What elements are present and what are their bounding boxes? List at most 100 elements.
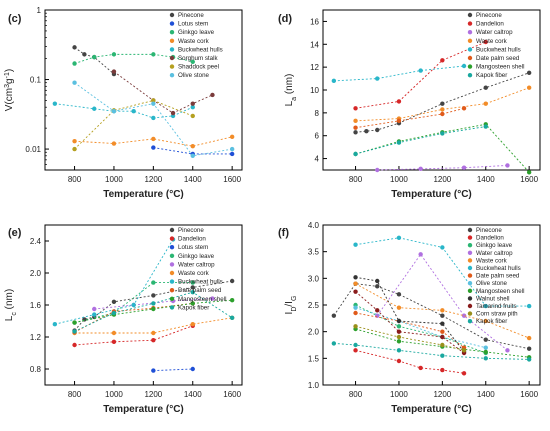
data-point — [151, 101, 156, 106]
legend-entry: Water caltrop — [476, 250, 513, 257]
series-dandelion — [353, 39, 488, 111]
data-point — [111, 310, 117, 316]
legend-marker — [169, 21, 175, 26]
data-point — [440, 131, 445, 136]
data-point — [396, 235, 402, 240]
legend-entry: Mangosteen shell — [476, 288, 525, 295]
data-point — [151, 338, 156, 343]
data-point — [151, 301, 156, 306]
data-point — [483, 349, 488, 355]
data-point — [396, 318, 402, 324]
data-point — [483, 303, 488, 309]
y-tick-label: 16 — [310, 17, 319, 26]
data-point — [353, 106, 358, 111]
data-point — [375, 127, 380, 133]
legend-marker — [467, 243, 473, 248]
panel-c: (c) 800 1000 1200 1400 1600 0.01 0.1 1 Temperatur… — [4, 6, 243, 200]
series-date-palm-seed — [353, 106, 467, 130]
y-tick-label: 3.0 — [308, 274, 320, 283]
data-point — [375, 308, 380, 313]
series-olive-stone — [353, 305, 488, 350]
series-kapok-fiber — [353, 124, 488, 157]
data-point — [526, 357, 532, 362]
legend-entry: Tamarind fruits — [476, 303, 517, 310]
x-axis-label: Temperature (°C) — [103, 189, 184, 200]
legend-entry: Pinecone — [178, 12, 204, 19]
data-point — [418, 365, 423, 371]
panel-e: (e) 800 1000 1200 1400 1600 0.8 1.2 1.6 2.0 2.4 Tem… — [4, 224, 243, 415]
data-point — [151, 145, 156, 150]
data-point — [331, 78, 337, 84]
series-olive-stone — [72, 80, 235, 159]
y-tick-label: 1.0 — [308, 381, 320, 390]
data-point — [375, 284, 380, 289]
y-tick-label: 3.5 — [308, 248, 320, 257]
series-line — [355, 87, 530, 122]
y-axis-label: V(cm3g-1) — [4, 69, 16, 111]
data-point — [440, 329, 445, 334]
legend-marker — [467, 265, 473, 271]
data-point — [483, 318, 488, 324]
x-tick-label: 1200 — [433, 175, 451, 184]
data-point — [461, 165, 467, 170]
data-point — [151, 280, 156, 285]
series-line — [355, 307, 486, 349]
data-point — [190, 366, 195, 372]
data-point — [353, 289, 358, 294]
data-point — [72, 342, 77, 348]
legend-marker — [169, 245, 175, 250]
legend-entry: Olive stone — [476, 280, 508, 287]
legend-entry: Mangosteen shell — [178, 296, 227, 303]
data-point — [364, 128, 369, 134]
series-water-caltrop — [375, 163, 510, 173]
data-point — [353, 151, 358, 157]
y-tick-label: 12 — [310, 63, 319, 72]
legend-entry: Waste cork — [476, 257, 508, 264]
data-point — [151, 136, 156, 142]
legend-marker — [467, 12, 473, 18]
data-point — [483, 85, 488, 90]
data-point — [190, 280, 195, 285]
panel-label: (c) — [8, 13, 22, 25]
legend-marker — [169, 270, 175, 276]
series-waste-cork — [72, 315, 235, 336]
data-point — [229, 298, 235, 303]
series-buckwheat-hulls — [331, 63, 467, 84]
series-line — [74, 99, 193, 150]
data-point — [229, 146, 235, 152]
data-point — [353, 342, 358, 348]
legend-entry: Pinecone — [476, 12, 502, 19]
legend-entry: Ginkgo leave — [178, 29, 215, 36]
x-tick-label: 1600 — [520, 390, 538, 399]
data-point — [461, 63, 467, 69]
data-point — [190, 285, 195, 290]
data-point — [72, 320, 77, 325]
data-point — [52, 101, 58, 106]
data-point — [210, 92, 215, 98]
y-axis-label: La (nm) — [284, 74, 298, 107]
panel-label: (d) — [278, 13, 292, 25]
panel-label: (f) — [278, 227, 289, 239]
data-point — [190, 59, 195, 64]
x-tick-label: 800 — [349, 390, 363, 399]
y-tick-label: 6 — [315, 132, 320, 141]
data-point — [331, 313, 337, 318]
series-walnut-shell — [353, 275, 467, 355]
data-point — [418, 252, 423, 257]
series-line — [355, 107, 465, 129]
data-point — [131, 302, 136, 308]
legend-marker — [467, 47, 473, 52]
data-point — [151, 98, 156, 103]
series-shaddock-peel — [72, 98, 195, 152]
data-point — [190, 322, 195, 327]
data-point — [526, 303, 532, 309]
data-point — [131, 109, 136, 114]
data-point — [461, 106, 467, 111]
data-point — [92, 312, 97, 317]
legend-entry: Buckwheat hulls — [178, 279, 223, 286]
data-point — [353, 118, 358, 124]
legend-marker — [169, 55, 175, 61]
y-tick-label: 1.2 — [30, 333, 42, 342]
data-point — [190, 153, 195, 159]
data-point — [111, 330, 117, 336]
